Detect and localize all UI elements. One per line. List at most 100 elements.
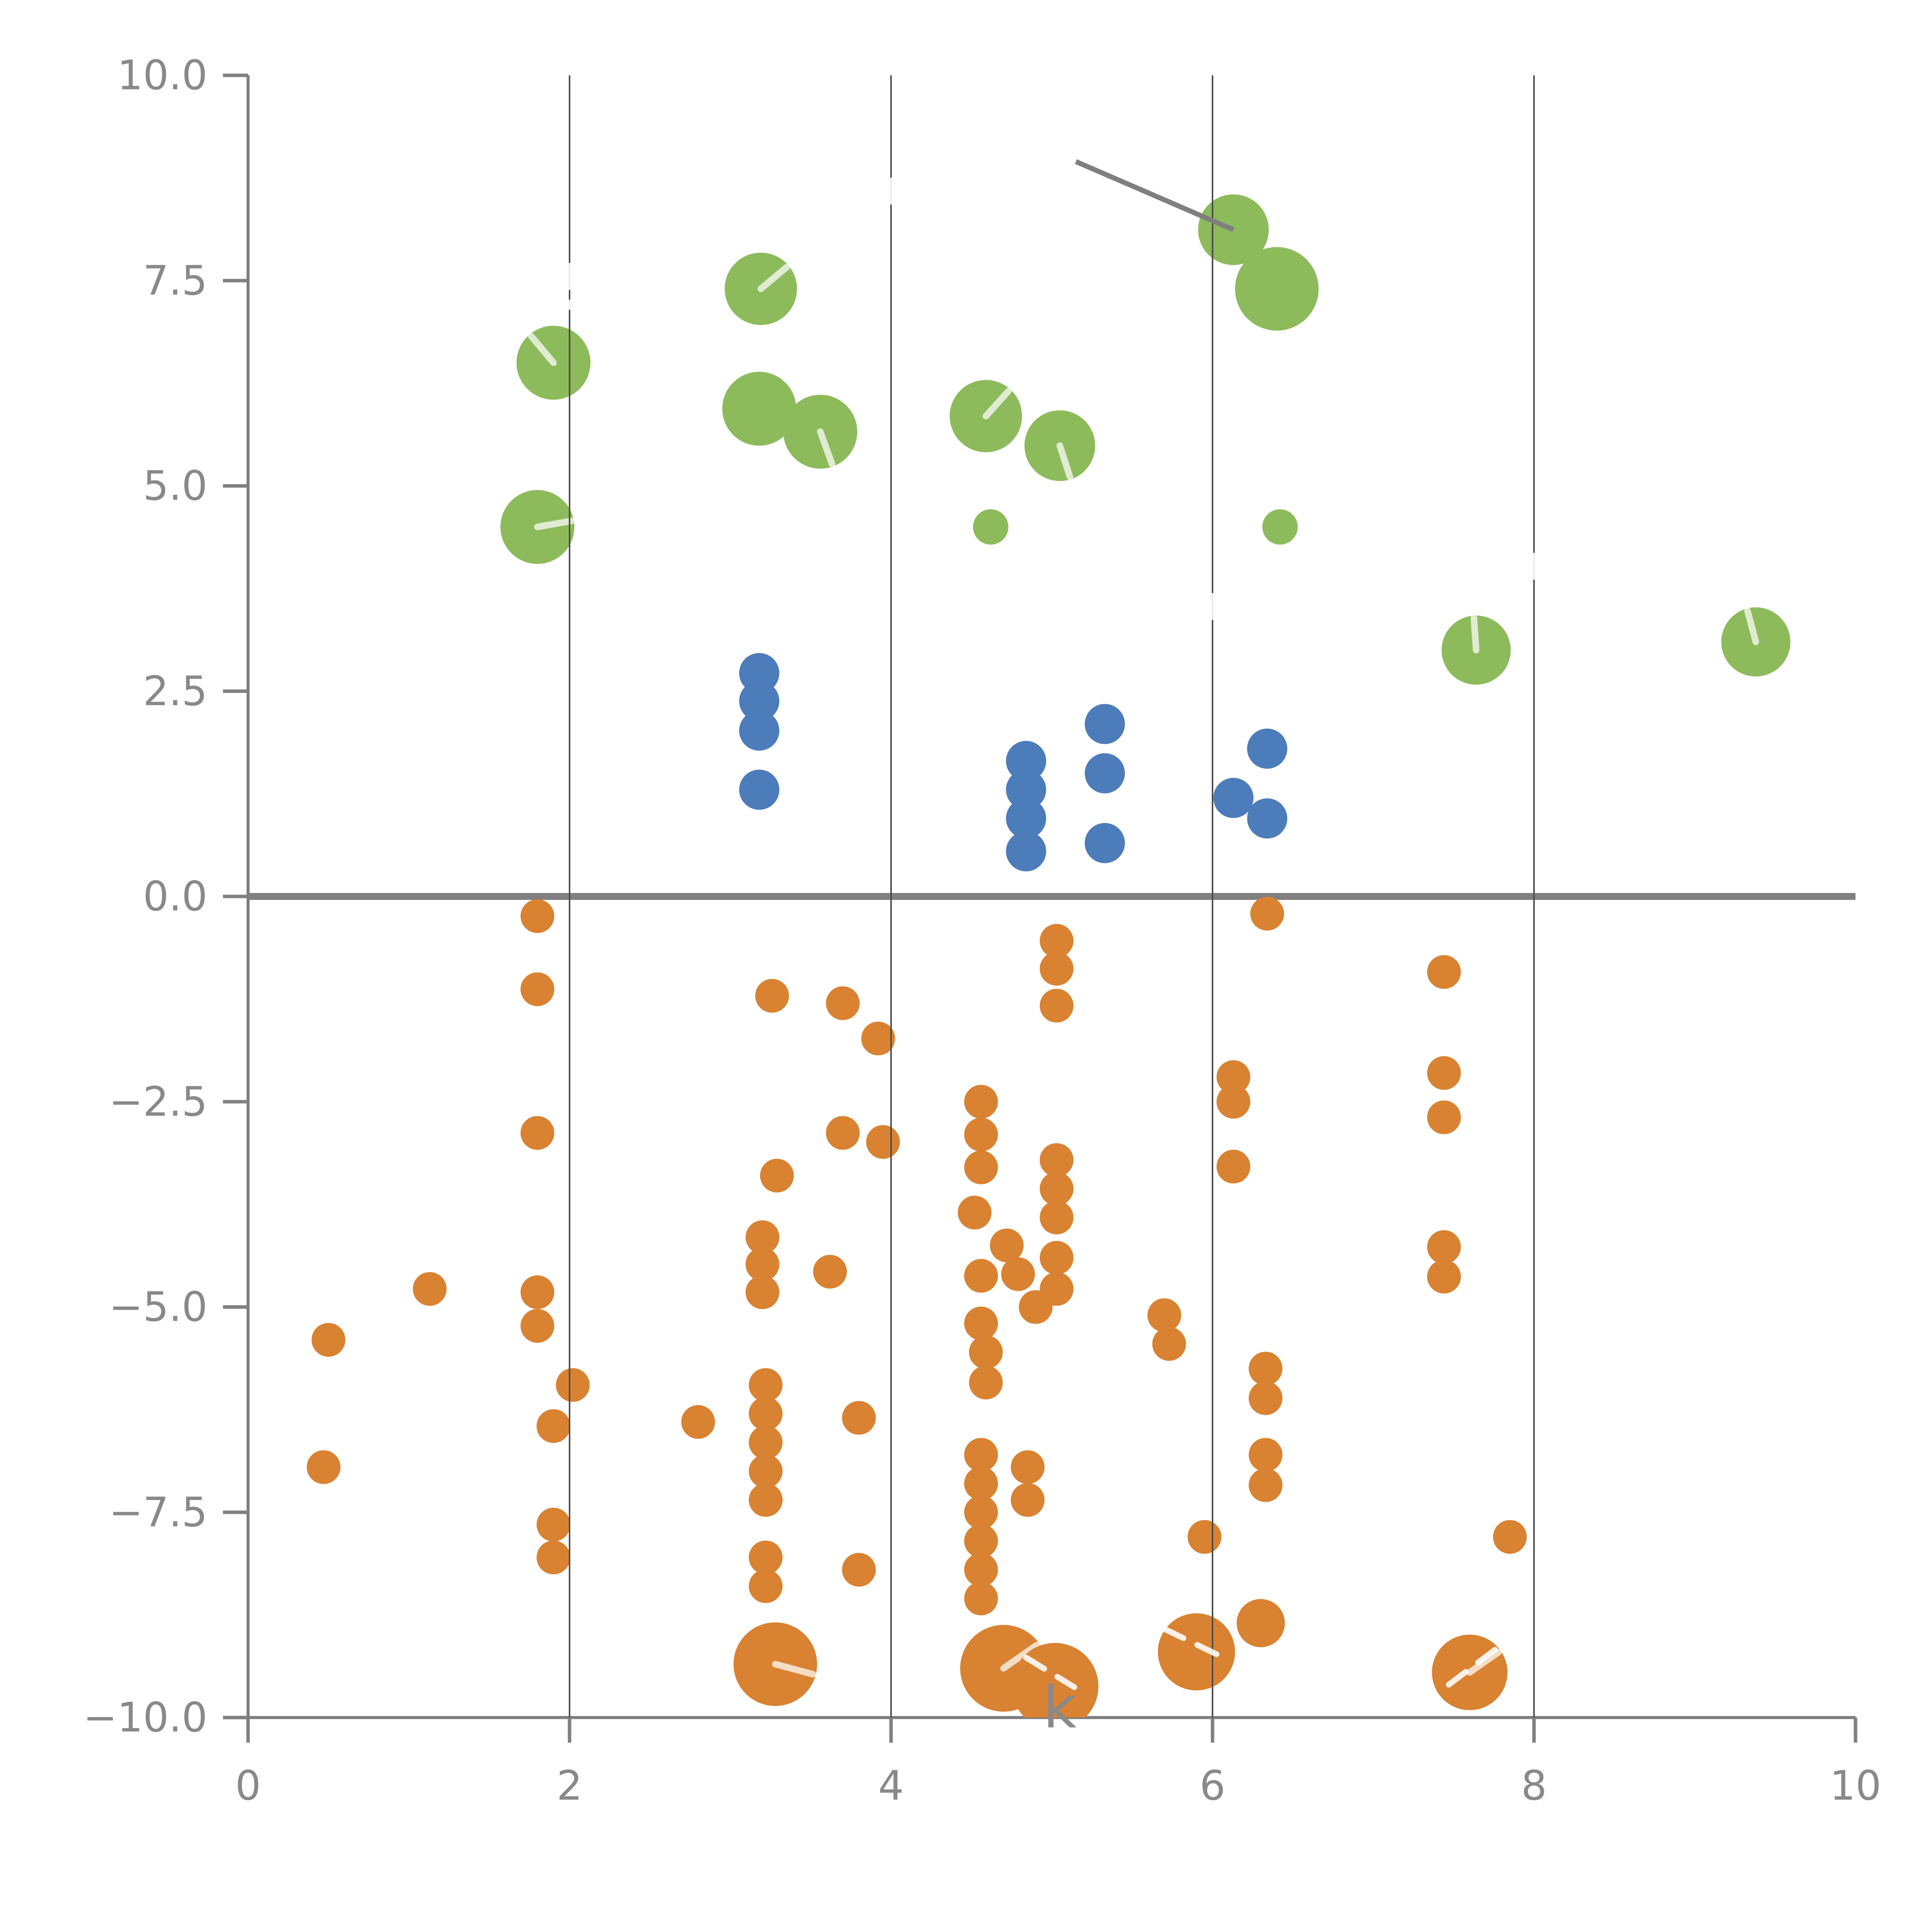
- white-annotation-text: k: [1043, 1674, 1077, 1742]
- scatter-point-orange: [964, 1438, 998, 1472]
- scatter-point-orange: [861, 1021, 895, 1056]
- scatter-point-blue: [1085, 704, 1125, 744]
- x-tick-label: 0: [235, 1762, 261, 1810]
- scatter-point-orange: [311, 1323, 345, 1357]
- scatter-point-orange: [1039, 952, 1074, 986]
- scatter-point-orange: [1039, 1241, 1074, 1275]
- scatter-point-orange: [760, 1158, 794, 1193]
- scatter-point-orange: [413, 1272, 447, 1306]
- scatter-point-orange: [1001, 1257, 1035, 1291]
- scatter-point-orange: [748, 1397, 783, 1431]
- scatter-point-orange: [1039, 1272, 1074, 1306]
- scatter-point-orange: [681, 1405, 715, 1439]
- scatter-point-orange: [748, 1425, 783, 1459]
- y-tick-label: 7.5: [143, 257, 207, 304]
- white-dashes-group: [566, 177, 1537, 1690]
- axes-group: 10.0 7.5 5.0 2.5 0.0 −2.5 −5.0 −7.5 −10.0 0 2 4 6 8 10: [83, 52, 1881, 1810]
- scatter-point-orange: [1010, 1450, 1045, 1484]
- scatter-point-blue: [1006, 798, 1046, 839]
- bubble-needle: [757, 264, 790, 292]
- scatter-point-orange: [1039, 1201, 1074, 1235]
- scatter-point-green: [1262, 509, 1298, 545]
- scatter-point-orange: [520, 899, 554, 933]
- bubble-needle: [982, 388, 1012, 420]
- scatter-point-blue: [739, 710, 779, 751]
- scatter-point-orange: [556, 1368, 590, 1402]
- scatter-point-orange: [964, 1306, 998, 1340]
- scatter-point-orange: [826, 1116, 860, 1150]
- scatter-point-orange: [745, 1220, 779, 1254]
- scatter-point-orange: [842, 1401, 876, 1435]
- scatter-point-orange: [842, 1553, 876, 1587]
- scatter-point-orange: [969, 1366, 1003, 1400]
- gray-pointer-line: [1075, 159, 1235, 232]
- scatter-point-orange: [1039, 1172, 1074, 1206]
- y-tick-label: 10.0: [117, 52, 207, 99]
- scatter-point-orange: [964, 1466, 998, 1501]
- bubble-needle: [1000, 1642, 1040, 1672]
- scatter-point-orange: [306, 1450, 341, 1484]
- scatter-point-orange: [748, 1569, 783, 1603]
- scatter-point-orange: [964, 1582, 998, 1616]
- white-dash-leader: [1161, 1626, 1232, 1663]
- scatter-point-orange: [813, 1255, 847, 1289]
- scatter-point-orange: [1493, 1520, 1527, 1554]
- scatter-point-orange: [536, 1409, 571, 1443]
- bubble-needle: [1466, 1649, 1502, 1676]
- scatter-point-blue: [739, 681, 779, 721]
- y-tick-label: −5.0: [109, 1284, 207, 1331]
- scatter-points-group: [306, 194, 1791, 1718]
- scatter-point-orange: [1039, 1143, 1074, 1177]
- scatter-point-orange: [826, 986, 860, 1020]
- bubble-needle: [1470, 615, 1480, 653]
- scatter-point-orange: [866, 1125, 900, 1159]
- scatter-point-orange: [964, 1117, 998, 1151]
- scatter-point-orange: [964, 1150, 998, 1184]
- scatter-point-orange: [520, 1275, 554, 1309]
- scatter-point-orange: [1010, 1483, 1045, 1517]
- scatter-point-orange: [1216, 1060, 1250, 1094]
- scatter-point-orange: [1039, 988, 1074, 1023]
- scatter-point-orange: [1250, 896, 1284, 931]
- y-tick-label: 5.0: [143, 463, 207, 510]
- scatter-point-orange: [1158, 1613, 1235, 1690]
- scatter-point-orange: [748, 1483, 783, 1517]
- scatter-point-green: [973, 509, 1009, 545]
- scatter-point-blue: [1006, 741, 1046, 781]
- scatter-point-orange: [748, 1540, 783, 1575]
- scatter-point-orange: [748, 1454, 783, 1488]
- scatter-point-blue: [1085, 753, 1125, 794]
- y-tick-label: 2.5: [143, 668, 207, 715]
- y-tick-label: −2.5: [109, 1078, 207, 1125]
- scatter-point-orange: [520, 972, 554, 1006]
- scatter-point-blue: [739, 653, 779, 693]
- scatter-point-orange: [1427, 1100, 1461, 1134]
- bubble-needle: [1744, 607, 1759, 645]
- y-tick-label: −10.0: [83, 1694, 207, 1741]
- scatter-point-orange: [520, 1116, 554, 1150]
- bubble-needle: [817, 428, 835, 468]
- scatter-point-orange: [969, 1335, 1003, 1369]
- scatter-point-blue: [1085, 823, 1125, 863]
- scatter-point-blue: [1213, 778, 1254, 818]
- scatter-point-orange: [990, 1228, 1024, 1262]
- scatter-point-orange: [745, 1247, 779, 1281]
- scatter-point-orange: [520, 1309, 554, 1343]
- scatter-point-orange: [1236, 1599, 1285, 1648]
- scatter-point-orange: [964, 1085, 998, 1119]
- scatter-point-orange: [1039, 924, 1074, 958]
- scatter-point-orange: [745, 1275, 779, 1309]
- gridlines-group: [568, 75, 1535, 1718]
- scatter-point-blue: [1006, 769, 1046, 810]
- scatter-point-orange: [964, 1553, 998, 1587]
- bubble-needle: [528, 333, 557, 366]
- bubble-needle: [1056, 442, 1073, 480]
- x-tick-label: 6: [1200, 1762, 1226, 1810]
- scatter-point-orange: [1248, 1468, 1282, 1502]
- scatter-point-blue: [1006, 831, 1046, 872]
- scatter-point-orange: [964, 1259, 998, 1293]
- scatter-point-green: [1235, 247, 1319, 331]
- x-tick-label: 2: [557, 1762, 583, 1810]
